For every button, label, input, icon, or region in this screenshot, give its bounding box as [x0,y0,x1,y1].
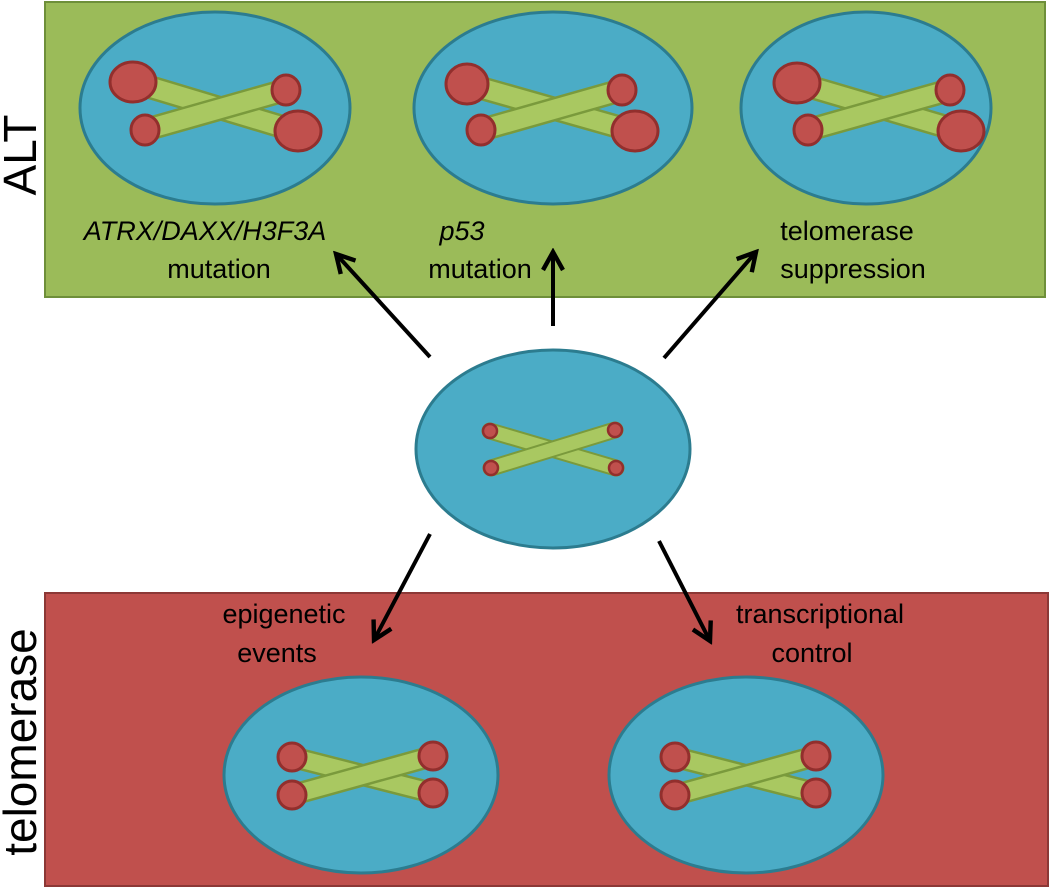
chromosome-x [481,421,625,477]
alt-cell-3 [739,10,993,206]
telomere [417,740,449,772]
telomere [772,61,822,105]
label-telomerase-suppression-line1: telomerase [780,216,914,246]
telomere [129,113,161,147]
label-p53-line1: p53 [438,216,484,246]
telomere [800,777,832,809]
label-telomerase-suppression-line2: suppression [780,254,926,284]
telomere [273,109,323,153]
telomere [606,421,624,439]
telomere [465,113,497,147]
center-cell [414,348,692,550]
telomere [444,62,490,106]
telomere [610,109,660,153]
arrow-to-transcriptional [657,540,710,641]
chromosome-x [281,745,444,806]
telomere [792,113,824,147]
chromosome-x [455,72,634,142]
label-telomerase-suppression: telomerase suppression [780,216,926,284]
label-atrx-daxx-h3f3a-mutation: ATRX/DAXX/H3F3A mutation [82,216,327,284]
telomere [936,109,986,153]
telomere [270,73,302,107]
telomere [607,459,625,477]
label-atrx-line2: mutation [167,254,271,284]
telomere [659,779,691,811]
telomere [800,740,832,772]
label-atrx-line1: ATRX/DAXX/H3F3A [82,216,327,246]
label-epigenetic-line1: epigenetic [222,599,345,629]
telomere [108,60,158,104]
label-transcriptional-line2: control [771,638,852,668]
telomere [276,779,308,811]
telomere [659,741,691,773]
label-p53-mutation: p53 mutation [428,216,532,284]
chromosome-x [785,71,962,142]
telomere [481,422,499,440]
telomerase-cell-2 [607,675,885,875]
telomere [417,777,449,809]
arrow-to-epigenetic [374,533,432,640]
arrow-to-atrx [336,254,432,359]
telomere [606,73,638,107]
telomerase-panel [44,592,1049,887]
label-transcriptional-line1: transcriptional [736,599,904,629]
telomere [276,741,308,773]
telomerase-side-label: telomerase [0,628,46,856]
arrow-to-telomerase-suppression [662,252,756,360]
alt-cell-2 [412,10,694,206]
telomere [482,459,500,477]
chromosome-x [121,70,298,142]
telomere [934,73,966,107]
alt-side-label: ALT [0,115,46,196]
chromosome-x [664,745,827,806]
telomerase-cell-1 [222,675,500,875]
label-epigenetic-line2: events [237,638,317,668]
alt-cell-1 [78,10,352,206]
label-transcriptional-control: transcriptional control [736,599,904,668]
arrows [336,252,756,641]
label-epigenetic-events: epigenetic events [222,599,345,668]
label-p53-line2: mutation [428,254,532,284]
